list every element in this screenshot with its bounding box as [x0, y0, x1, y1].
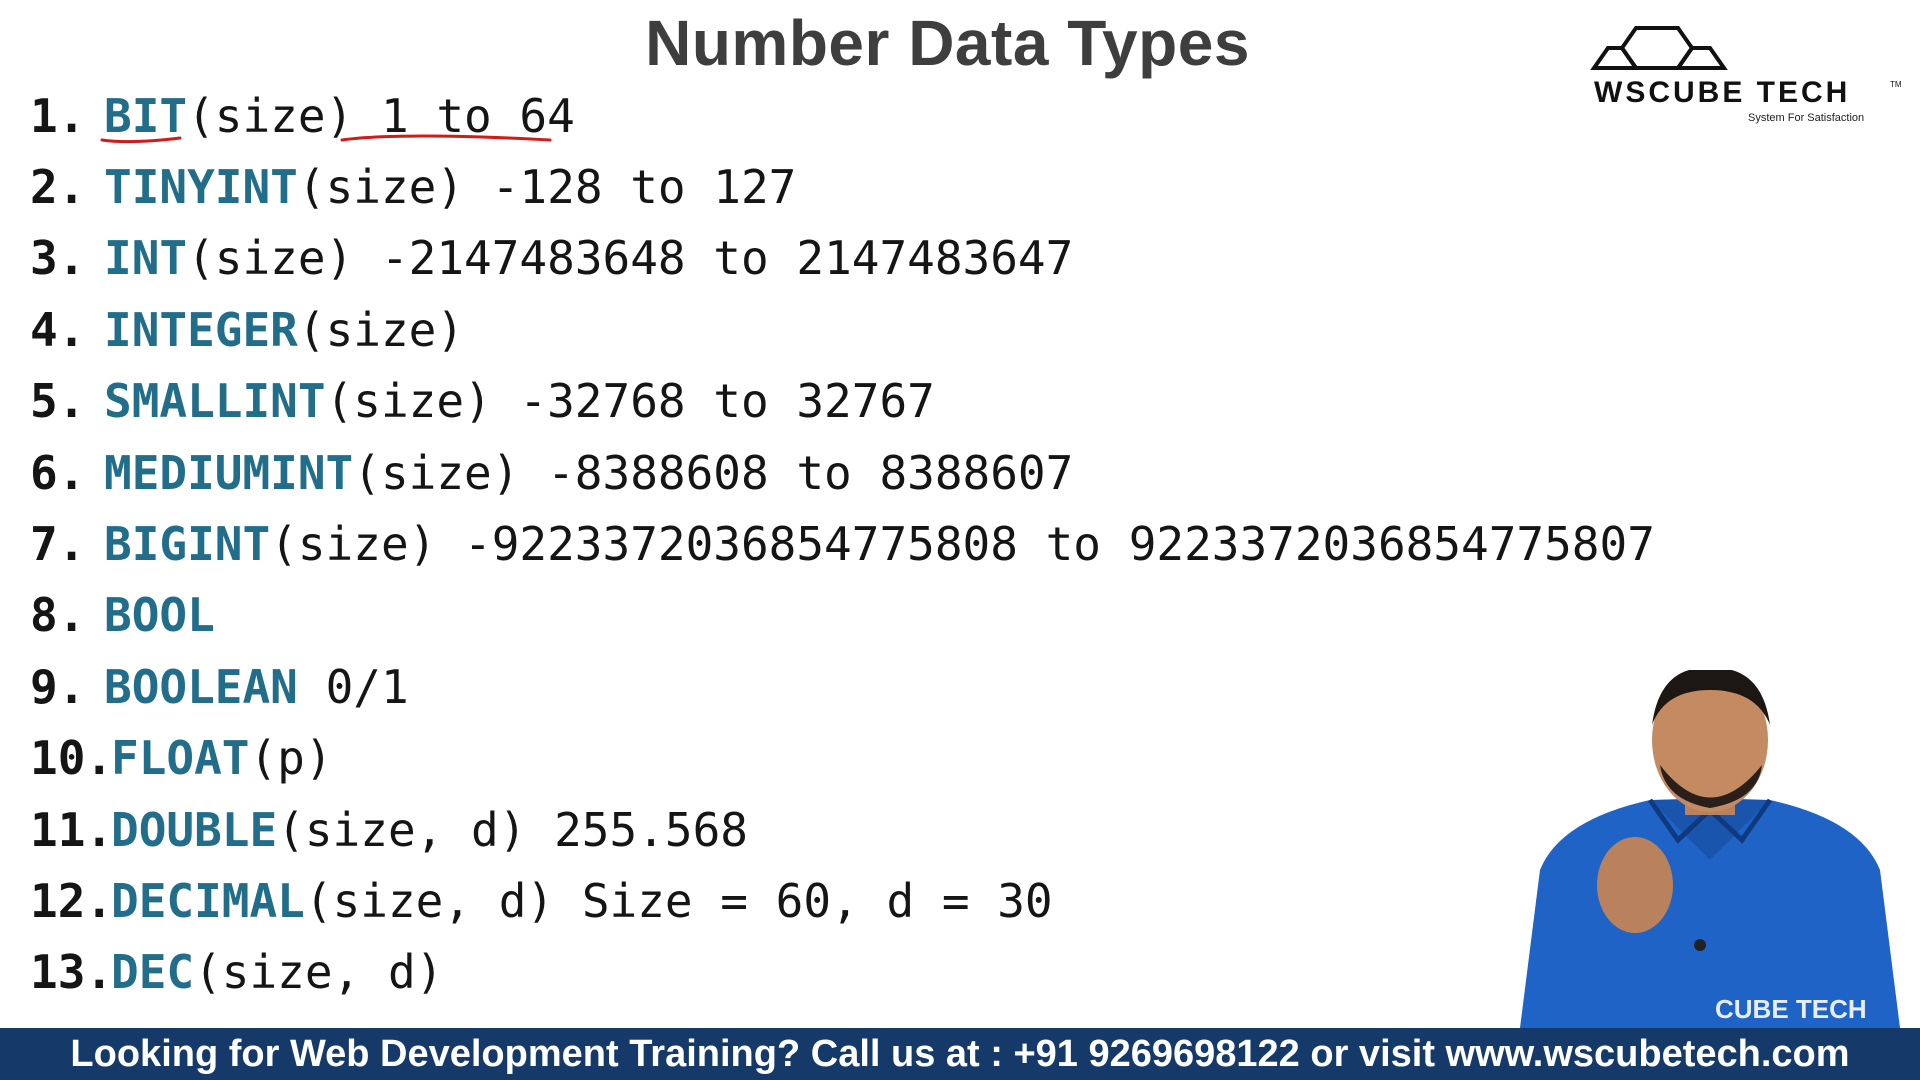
list-item: 12. DECIMAL (size, d) Size = 60, d = 30	[30, 865, 1655, 936]
type-keyword: BOOL	[104, 588, 215, 643]
logo-tagline: System For Satisfaction	[1748, 112, 1865, 124]
item-number: 7.	[30, 517, 86, 572]
data-type-list: 1. BIT (size) 1 to 64 2. TINYINT (size) -128…	[30, 80, 1655, 1008]
type-keyword: INTEGER	[104, 302, 298, 357]
type-keyword: DOUBLE	[111, 802, 278, 857]
item-number: 2.	[30, 160, 86, 215]
type-detail: (size, d) Size = 60, d = 30	[304, 873, 1053, 928]
type-keyword: BOOLEAN	[104, 659, 298, 714]
type-keyword: MEDIUMINT	[104, 445, 354, 500]
type-detail: (size) -8388608 to 8388607	[353, 445, 1074, 500]
type-detail: (size)	[297, 302, 465, 357]
item-number: 8.	[30, 588, 86, 643]
list-item: 9. BOOLEAN 0/1	[30, 651, 1655, 722]
logo-name: WSCUBE TECH	[1594, 76, 1851, 109]
list-item: 7. BIGINT (size) -9223372036854775808 to 9…	[30, 508, 1655, 579]
item-number: 3.	[30, 231, 86, 286]
item-number: 5.	[30, 374, 86, 429]
type-detail: (size) -32768 to 32767	[325, 374, 935, 429]
list-item: 13. DEC (size, d)	[30, 937, 1655, 1008]
list-item: 2. TINYINT (size) -128 to 127	[30, 151, 1655, 222]
list-item: 8. BOOL	[30, 580, 1655, 651]
type-keyword: SMALLINT	[104, 374, 326, 429]
list-item: 1. BIT (size) 1 to 64	[30, 80, 1655, 151]
type-detail: (size) -9223372036854775808 to 922337203…	[270, 517, 1655, 572]
type-keyword: TINYINT	[104, 160, 298, 215]
hexagon-logo-icon	[1590, 26, 1728, 70]
list-item: 6. MEDIUMINT (size) -8388608 to 8388607	[30, 437, 1655, 508]
item-number: 1.	[30, 88, 86, 143]
item-number: 4.	[30, 302, 86, 357]
footer-banner: Looking for Web Development Training? Ca…	[0, 1028, 1920, 1080]
type-keyword: INT	[104, 231, 188, 286]
list-item: 10. FLOAT (p)	[30, 723, 1655, 794]
item-number: 6.	[30, 445, 86, 500]
type-detail: (p)	[249, 731, 333, 786]
wscube-tech-logo: WSCUBE TECH TM System For Satisfaction	[1588, 20, 1902, 130]
type-detail: 0/1	[297, 659, 409, 714]
slide-title: Number Data Types	[645, 7, 1250, 79]
list-item: 4. INTEGER (size)	[30, 294, 1655, 365]
item-number: 12.	[30, 873, 114, 928]
type-keyword: BIT	[104, 88, 188, 143]
item-number: 13.	[30, 945, 114, 1000]
type-detail: (size) 1 to 64	[187, 88, 575, 143]
presenter-video: CUBE TECH	[1500, 670, 1920, 1028]
list-item: 11. DOUBLE (size, d) 255.568	[30, 794, 1655, 865]
type-detail: (size, d)	[194, 945, 444, 1000]
type-keyword: FLOAT	[111, 731, 250, 786]
type-detail: (size, d) 255.568	[277, 802, 748, 857]
item-number: 10.	[30, 731, 114, 786]
item-number: 11.	[30, 802, 114, 857]
presenter-figure: CUBE TECH	[1520, 670, 1900, 1028]
list-item: 5. SMALLINT (size) -32768 to 32767	[30, 366, 1655, 437]
type-detail: (size) -128 to 127	[297, 160, 797, 215]
item-number: 9.	[30, 659, 86, 714]
list-item: 3. INT (size) -2147483648 to 2147483647	[30, 223, 1655, 294]
type-keyword: BIGINT	[104, 517, 271, 572]
type-keyword: DEC	[111, 945, 195, 1000]
type-detail: (size) -2147483648 to 2147483647	[187, 231, 1074, 286]
type-keyword: DECIMAL	[111, 873, 305, 928]
shirt-print: CUBE TECH	[1715, 994, 1867, 1024]
logo-trademark: TM	[1890, 80, 1902, 89]
